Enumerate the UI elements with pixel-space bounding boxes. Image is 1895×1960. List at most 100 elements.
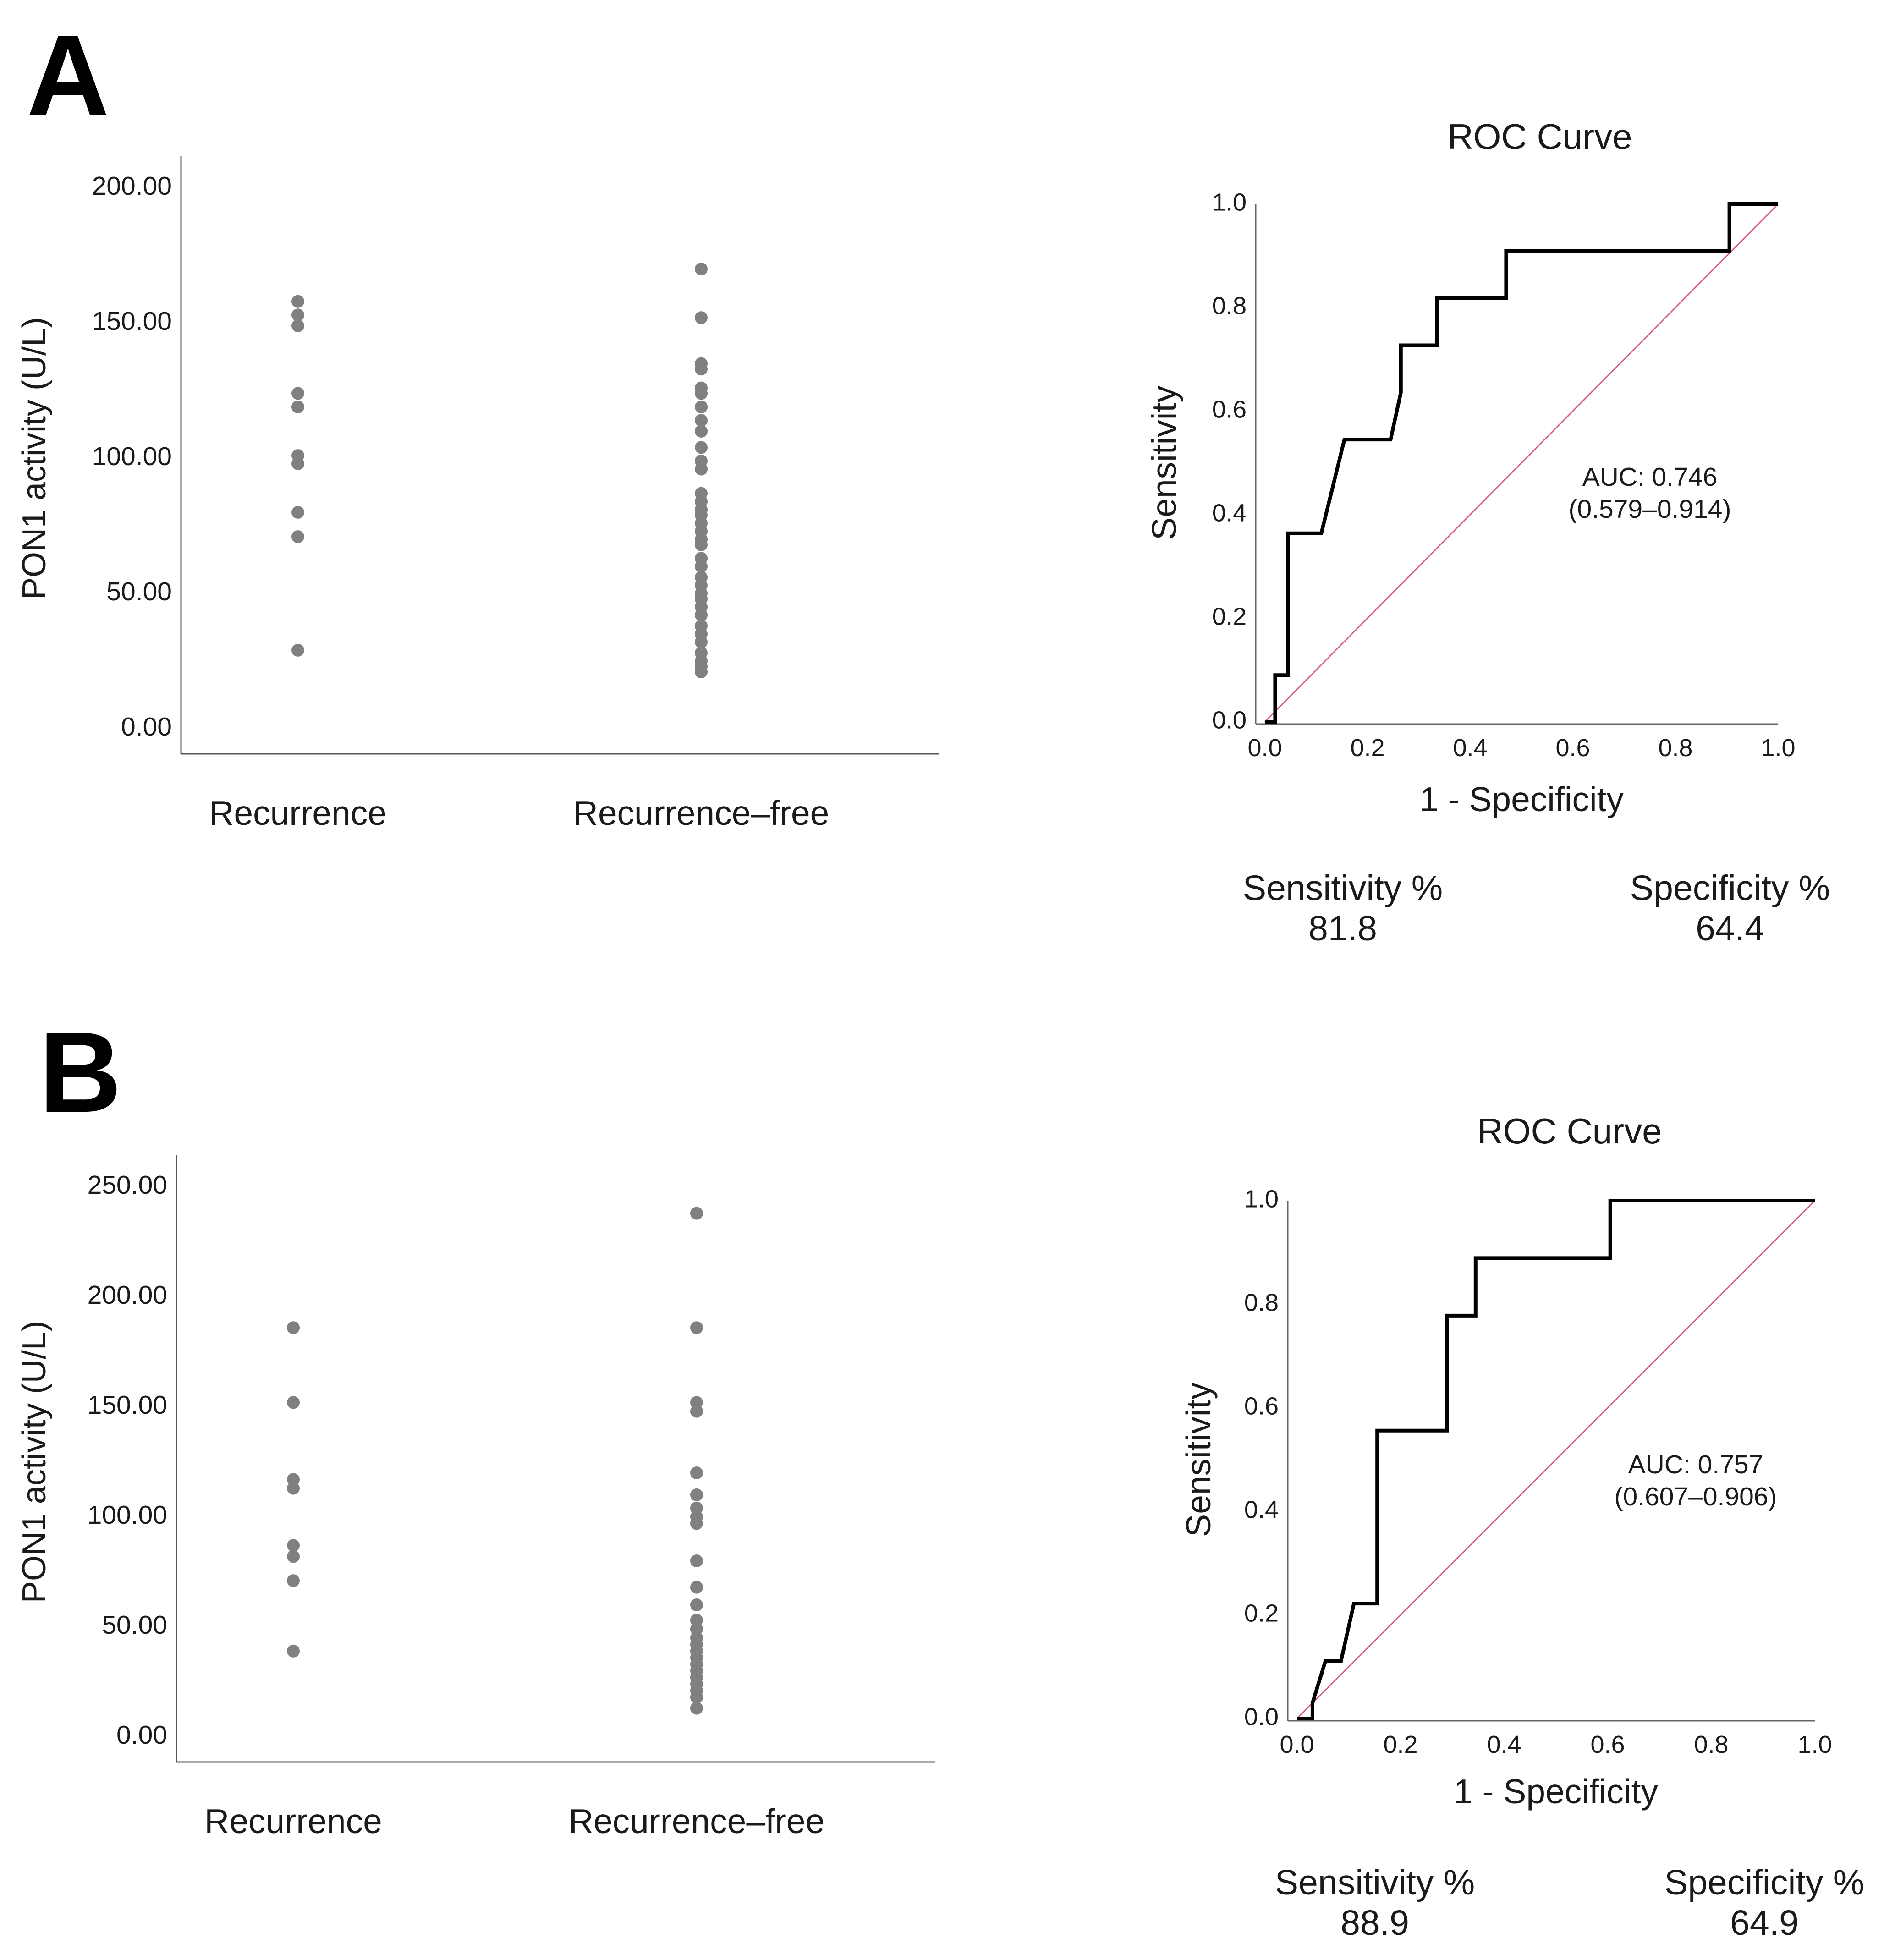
scatter-group-label: Recurrence–free xyxy=(569,1802,825,1840)
roc-x-tick-label: 0.0 xyxy=(1280,1731,1314,1758)
data-point xyxy=(291,400,304,413)
scatter-y-tick-label: 200.00 xyxy=(88,1280,167,1310)
specificity-stat-a: Specificity % 64.4 xyxy=(1602,868,1858,949)
data-point xyxy=(695,414,708,427)
data-point xyxy=(291,319,304,332)
roc-curve-line xyxy=(1297,1199,1815,1720)
sensitivity-value: 88.9 xyxy=(1340,1903,1409,1943)
scatter-y-tick-label: 100.00 xyxy=(88,1500,167,1530)
scatter-y-tick-label: 100.00 xyxy=(92,442,172,471)
roc-y-tick-label: 0.2 xyxy=(1244,1599,1279,1627)
auc-confidence-interval: (0.579–0.914) xyxy=(1569,494,1731,524)
scatter-y-tick-label: 50.00 xyxy=(102,1610,167,1640)
data-point xyxy=(695,665,708,679)
roc-title: ROC Curve xyxy=(1477,1111,1662,1151)
scatter-y-tick-label: 250.00 xyxy=(88,1170,167,1200)
data-point xyxy=(690,1622,703,1636)
specificity-stat-b: Specificity % 64.9 xyxy=(1631,1863,1895,1944)
data-point xyxy=(287,1473,300,1486)
sensitivity-stat-b: Sensitivity % 88.9 xyxy=(1237,1863,1512,1944)
data-point xyxy=(287,1574,300,1587)
panel-letter-b: B xyxy=(39,1008,122,1136)
data-point xyxy=(291,308,304,322)
roc-x-axis-label: 1 - Specificity xyxy=(1454,1772,1658,1811)
scatter-group-label: Recurrence–free xyxy=(573,794,829,832)
data-point xyxy=(291,530,304,544)
roc-x-tick-label: 0.0 xyxy=(1247,734,1282,762)
data-point xyxy=(287,1482,300,1495)
data-point xyxy=(695,400,708,413)
roc-x-tick-label: 0.4 xyxy=(1487,1731,1521,1758)
roc-x-tick-label: 0.4 xyxy=(1453,734,1487,762)
data-point xyxy=(690,1396,703,1409)
roc-x-tick-label: 0.8 xyxy=(1694,1731,1728,1758)
roc-x-tick-label: 1.0 xyxy=(1797,1731,1832,1758)
panel-letter-a: A xyxy=(27,11,110,139)
data-point xyxy=(690,1517,703,1530)
roc-y-tick-label: 1.0 xyxy=(1244,1185,1279,1213)
roc-y-tick-label: 0.2 xyxy=(1212,603,1247,630)
roc-x-axis-label: 1 - Specificity xyxy=(1419,780,1624,818)
specificity-value: 64.4 xyxy=(1696,908,1764,948)
data-point xyxy=(287,1321,300,1334)
data-point xyxy=(690,1614,703,1627)
roc-x-tick-label: 1.0 xyxy=(1761,734,1795,762)
sensitivity-label: Sensitivity % xyxy=(1242,868,1443,908)
sensitivity-value: 81.8 xyxy=(1308,908,1377,948)
roc-x-tick-label: 0.2 xyxy=(1350,734,1384,762)
roc-y-tick-label: 0.4 xyxy=(1212,499,1247,527)
data-point xyxy=(690,1691,703,1704)
data-point xyxy=(690,1581,703,1594)
roc-y-tick-label: 0.8 xyxy=(1212,292,1247,319)
data-point xyxy=(690,1598,703,1611)
roc-y-tick-label: 0.0 xyxy=(1212,706,1247,734)
roc-y-tick-label: 1.0 xyxy=(1212,188,1247,216)
scatter-y-axis-label: PON1 activity (U/L) xyxy=(16,317,53,599)
scatter-y-axis-label: PON1 activity (U/L) xyxy=(16,1321,53,1603)
data-point xyxy=(695,560,708,573)
auc-confidence-interval: (0.607–0.906) xyxy=(1615,1482,1777,1511)
data-point xyxy=(690,1501,703,1515)
data-point xyxy=(287,1644,300,1658)
data-point xyxy=(695,311,708,324)
roc-reference-line xyxy=(1264,203,1779,723)
data-point xyxy=(695,441,708,454)
data-point xyxy=(690,1321,703,1334)
roc-reference-line xyxy=(1296,1200,1816,1719)
roc-y-tick-label: 0.6 xyxy=(1212,395,1247,423)
scatter-group-label: Recurrence xyxy=(204,1802,382,1840)
roc-x-tick-label: 0.8 xyxy=(1658,734,1692,762)
roc-y-tick-label: 0.0 xyxy=(1244,1703,1279,1730)
data-point xyxy=(690,1488,703,1501)
roc-x-tick-label: 0.6 xyxy=(1590,1731,1625,1758)
sensitivity-stat-a: Sensitivity % 81.8 xyxy=(1205,868,1480,949)
scatter-group-label: Recurrence xyxy=(209,794,387,832)
roc-x-tick-label: 0.6 xyxy=(1555,734,1590,762)
auc-label: AUC: 0.746 xyxy=(1582,462,1718,492)
data-point xyxy=(695,263,708,275)
auc-label: AUC: 0.757 xyxy=(1628,1450,1763,1479)
scatter-y-tick-label: 150.00 xyxy=(88,1390,167,1420)
scatter-y-tick-label: 150.00 xyxy=(92,307,172,336)
data-point xyxy=(287,1550,300,1563)
data-point xyxy=(690,1554,703,1567)
roc-y-tick-label: 0.6 xyxy=(1244,1392,1279,1420)
roc-curve-line xyxy=(1265,202,1778,724)
specificity-label: Specificity % xyxy=(1630,868,1830,908)
sensitivity-label: Sensitivity % xyxy=(1274,1863,1475,1902)
data-point xyxy=(291,387,304,400)
roc-x-tick-label: 0.2 xyxy=(1383,1731,1417,1758)
data-point xyxy=(695,362,708,376)
roc-y-tick-label: 0.4 xyxy=(1244,1496,1279,1523)
scatter-y-tick-label: 50.00 xyxy=(106,577,172,606)
roc-y-tick-label: 0.8 xyxy=(1244,1289,1279,1316)
data-point xyxy=(695,425,708,438)
data-point xyxy=(287,1396,300,1409)
data-point xyxy=(690,1466,703,1479)
roc-y-axis-label: Sensitivity xyxy=(1179,1382,1218,1537)
data-point xyxy=(695,636,708,649)
scatter-y-tick-label: 0.00 xyxy=(121,712,172,741)
scatter-y-tick-label: 200.00 xyxy=(92,171,172,201)
data-point xyxy=(291,643,304,657)
